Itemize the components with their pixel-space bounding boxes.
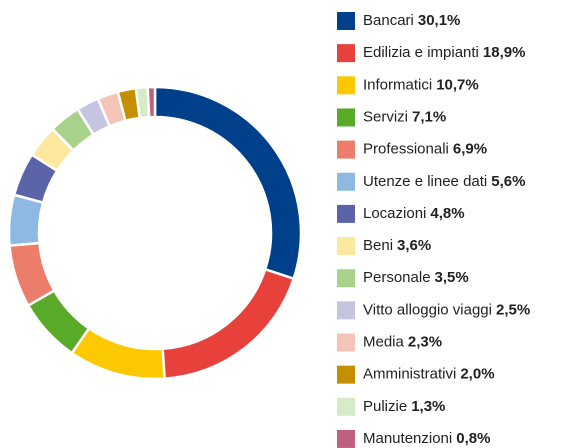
legend-swatch [337, 333, 355, 352]
legend-value: 10,7% [436, 76, 479, 93]
legend-entry: Locazioni 4,8% [363, 205, 465, 222]
legend-value: 18,9% [483, 44, 526, 61]
legend-value: 2,3% [408, 333, 442, 350]
legend-label: Servizi [363, 108, 408, 125]
legend-swatch [337, 204, 355, 223]
legend-label: Edilizia e impianti [363, 44, 479, 61]
legend-label: Personale [363, 269, 431, 286]
legend-entry: Utenze e linee dati 5,6% [363, 173, 525, 190]
legend-label: Media [363, 333, 405, 350]
legend-label: Manutenzioni [363, 430, 452, 447]
legend-entry: Servizi 7,1% [363, 108, 446, 125]
legend-label: Beni [363, 237, 393, 254]
legend-swatch [337, 108, 355, 127]
legend-label: Utenze e linee dati [363, 173, 487, 190]
legend-entry: Amministrativi 2,0% [363, 366, 495, 383]
legend-swatch [337, 44, 355, 63]
legend-value: 5,6% [491, 173, 525, 190]
legend-label: Professionali [363, 141, 449, 158]
legend-value: 2,0% [460, 366, 494, 383]
slice [146, 85, 157, 119]
legend-swatch [337, 269, 355, 288]
legend-swatch [337, 76, 355, 95]
legend-value: 3,5% [435, 269, 469, 286]
legend-value: 30,1% [418, 12, 461, 29]
legend-value: 2,5% [496, 301, 530, 318]
legend-value: 4,8% [430, 205, 464, 222]
legend-label: Pulizie [363, 398, 407, 415]
legend-label: Bancari [363, 12, 414, 29]
legend-swatch [337, 12, 355, 30]
legend-entry: Media 2,3% [363, 333, 442, 350]
legend-swatch [337, 237, 355, 256]
legend-label: Informatici [363, 76, 432, 93]
slice [153, 85, 303, 281]
slice [161, 267, 296, 381]
legend-entry: Manutenzioni 0,8% [363, 430, 490, 447]
legend-entry: Vitto alloggio viaggi 2,5% [363, 301, 530, 318]
legend-swatch [337, 397, 355, 416]
legend-value: 6,9% [453, 141, 487, 158]
legend-entry: Personale 3,5% [363, 269, 469, 286]
legend-label: Amministrativi [363, 366, 456, 383]
legend-swatch [337, 301, 355, 320]
legend-entry: Edilizia e impianti 18,9% [363, 44, 525, 61]
legend-label: Vitto alloggio viaggi [363, 301, 492, 318]
legend-value: 1,3% [411, 398, 445, 415]
legend-swatch [337, 140, 355, 159]
slice [70, 326, 166, 381]
legend-swatch [337, 172, 355, 191]
legend-swatch [337, 429, 355, 448]
legend-entry: Bancari 30,1% [363, 12, 460, 29]
legend-entry: Pulizie 1,3% [363, 398, 445, 415]
legend-swatch [337, 365, 355, 384]
legend-entry: Informatici 10,7% [363, 76, 479, 93]
legend-entry: Professionali 6,9% [363, 141, 487, 158]
legend-value: 7,1% [412, 108, 446, 125]
legend-entry: Beni 3,6% [363, 237, 431, 254]
legend-value: 0,8% [456, 430, 490, 447]
legend-value: 3,6% [397, 237, 431, 254]
legend-label: Locazioni [363, 205, 426, 222]
